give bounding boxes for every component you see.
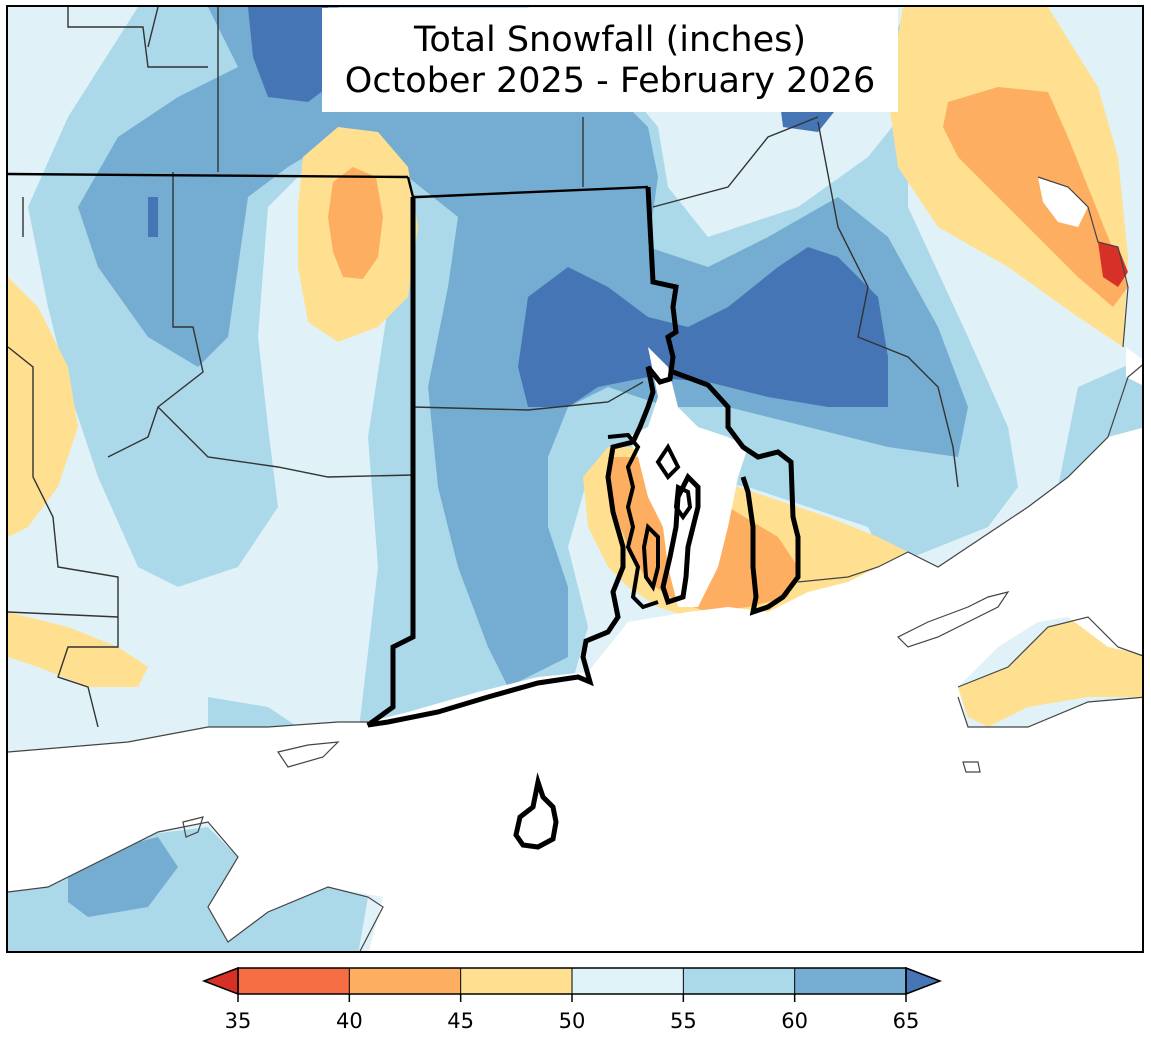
conanicut-island <box>641 522 660 592</box>
county-border <box>652 116 819 208</box>
county-border <box>147 7 159 48</box>
prudence-island <box>673 483 693 521</box>
band-45-50-west <box>8 277 78 537</box>
coastline-capecod <box>957 616 1142 688</box>
county-border <box>8 346 119 728</box>
colorbar-under-triangle <box>201 966 239 996</box>
small-islands <box>277 741 340 768</box>
band-40-45-capeann <box>943 87 1128 307</box>
colorbar-tick-label: 65 <box>893 1009 920 1033</box>
colorbar-ticks: 35 40 45 50 55 60 65 <box>225 968 920 1033</box>
county-border <box>67 7 208 68</box>
snowfall-map <box>6 5 1144 953</box>
county-border <box>817 121 959 488</box>
band-over-65-center <box>518 247 888 407</box>
coastline-capecod-south <box>957 696 1142 728</box>
coastline-buzzards <box>896 591 1010 648</box>
title-line-2: October 2025 - February 2026 <box>344 61 876 101</box>
colorbar-bin <box>683 968 796 994</box>
bay-island-outline <box>655 443 681 481</box>
county-borders <box>8 7 959 728</box>
colorbar-over-triangle <box>905 966 943 996</box>
title-line-1: Total Snowfall (inches) <box>413 20 807 60</box>
ri-border <box>366 186 679 728</box>
colorbar-tick-label: 55 <box>670 1009 697 1033</box>
coastline-northshore <box>1037 176 1129 348</box>
colorbar-tick-label: 60 <box>781 1009 808 1033</box>
county-border <box>412 381 644 411</box>
colorbar-tick-label: 35 <box>225 1009 252 1033</box>
colorbar-bin <box>460 968 573 994</box>
colorbar-bin <box>349 968 462 994</box>
band-40-45-northwest <box>328 167 383 279</box>
coastline-east <box>797 364 1142 583</box>
colorbar-bin <box>238 968 350 994</box>
colorbar-legend: 35 40 45 50 55 60 65 <box>201 966 943 1033</box>
longisland-coast <box>8 821 384 951</box>
county-border <box>157 406 414 478</box>
massachusetts-bay <box>1038 177 1088 227</box>
colorbar-bin <box>794 968 907 994</box>
colorbar-bin <box>572 968 684 994</box>
band-45-50-capecod <box>958 617 1142 727</box>
colorbar-tick-label: 40 <box>336 1009 363 1033</box>
ri-inner-coast <box>607 432 659 610</box>
band-over-65-west <box>148 197 158 237</box>
block-island <box>513 772 559 850</box>
county-border <box>8 611 119 618</box>
aquidneck-island <box>660 472 701 606</box>
small-island-3 <box>962 761 981 773</box>
small-island-2 <box>182 816 204 838</box>
ma-ct-border <box>8 172 409 179</box>
colorbar-bins <box>238 968 907 994</box>
state-borders <box>8 172 801 850</box>
map-title: Total Snowfall (inches) October 2025 - F… <box>322 8 898 112</box>
band-under-40 <box>1098 242 1128 287</box>
coastline-west <box>8 721 368 753</box>
band-over-65-north <box>248 7 328 102</box>
ri-east-border <box>672 369 801 616</box>
band-45-50-southwest <box>8 612 148 687</box>
ocean <box>8 428 1142 951</box>
county-border <box>107 172 204 458</box>
colorbar-tick-label: 50 <box>559 1009 586 1033</box>
colorbar-tick-label: 45 <box>447 1009 474 1033</box>
band-60-65-southwest <box>68 837 178 917</box>
map-canvas <box>8 7 1142 951</box>
coastline <box>8 176 1142 951</box>
